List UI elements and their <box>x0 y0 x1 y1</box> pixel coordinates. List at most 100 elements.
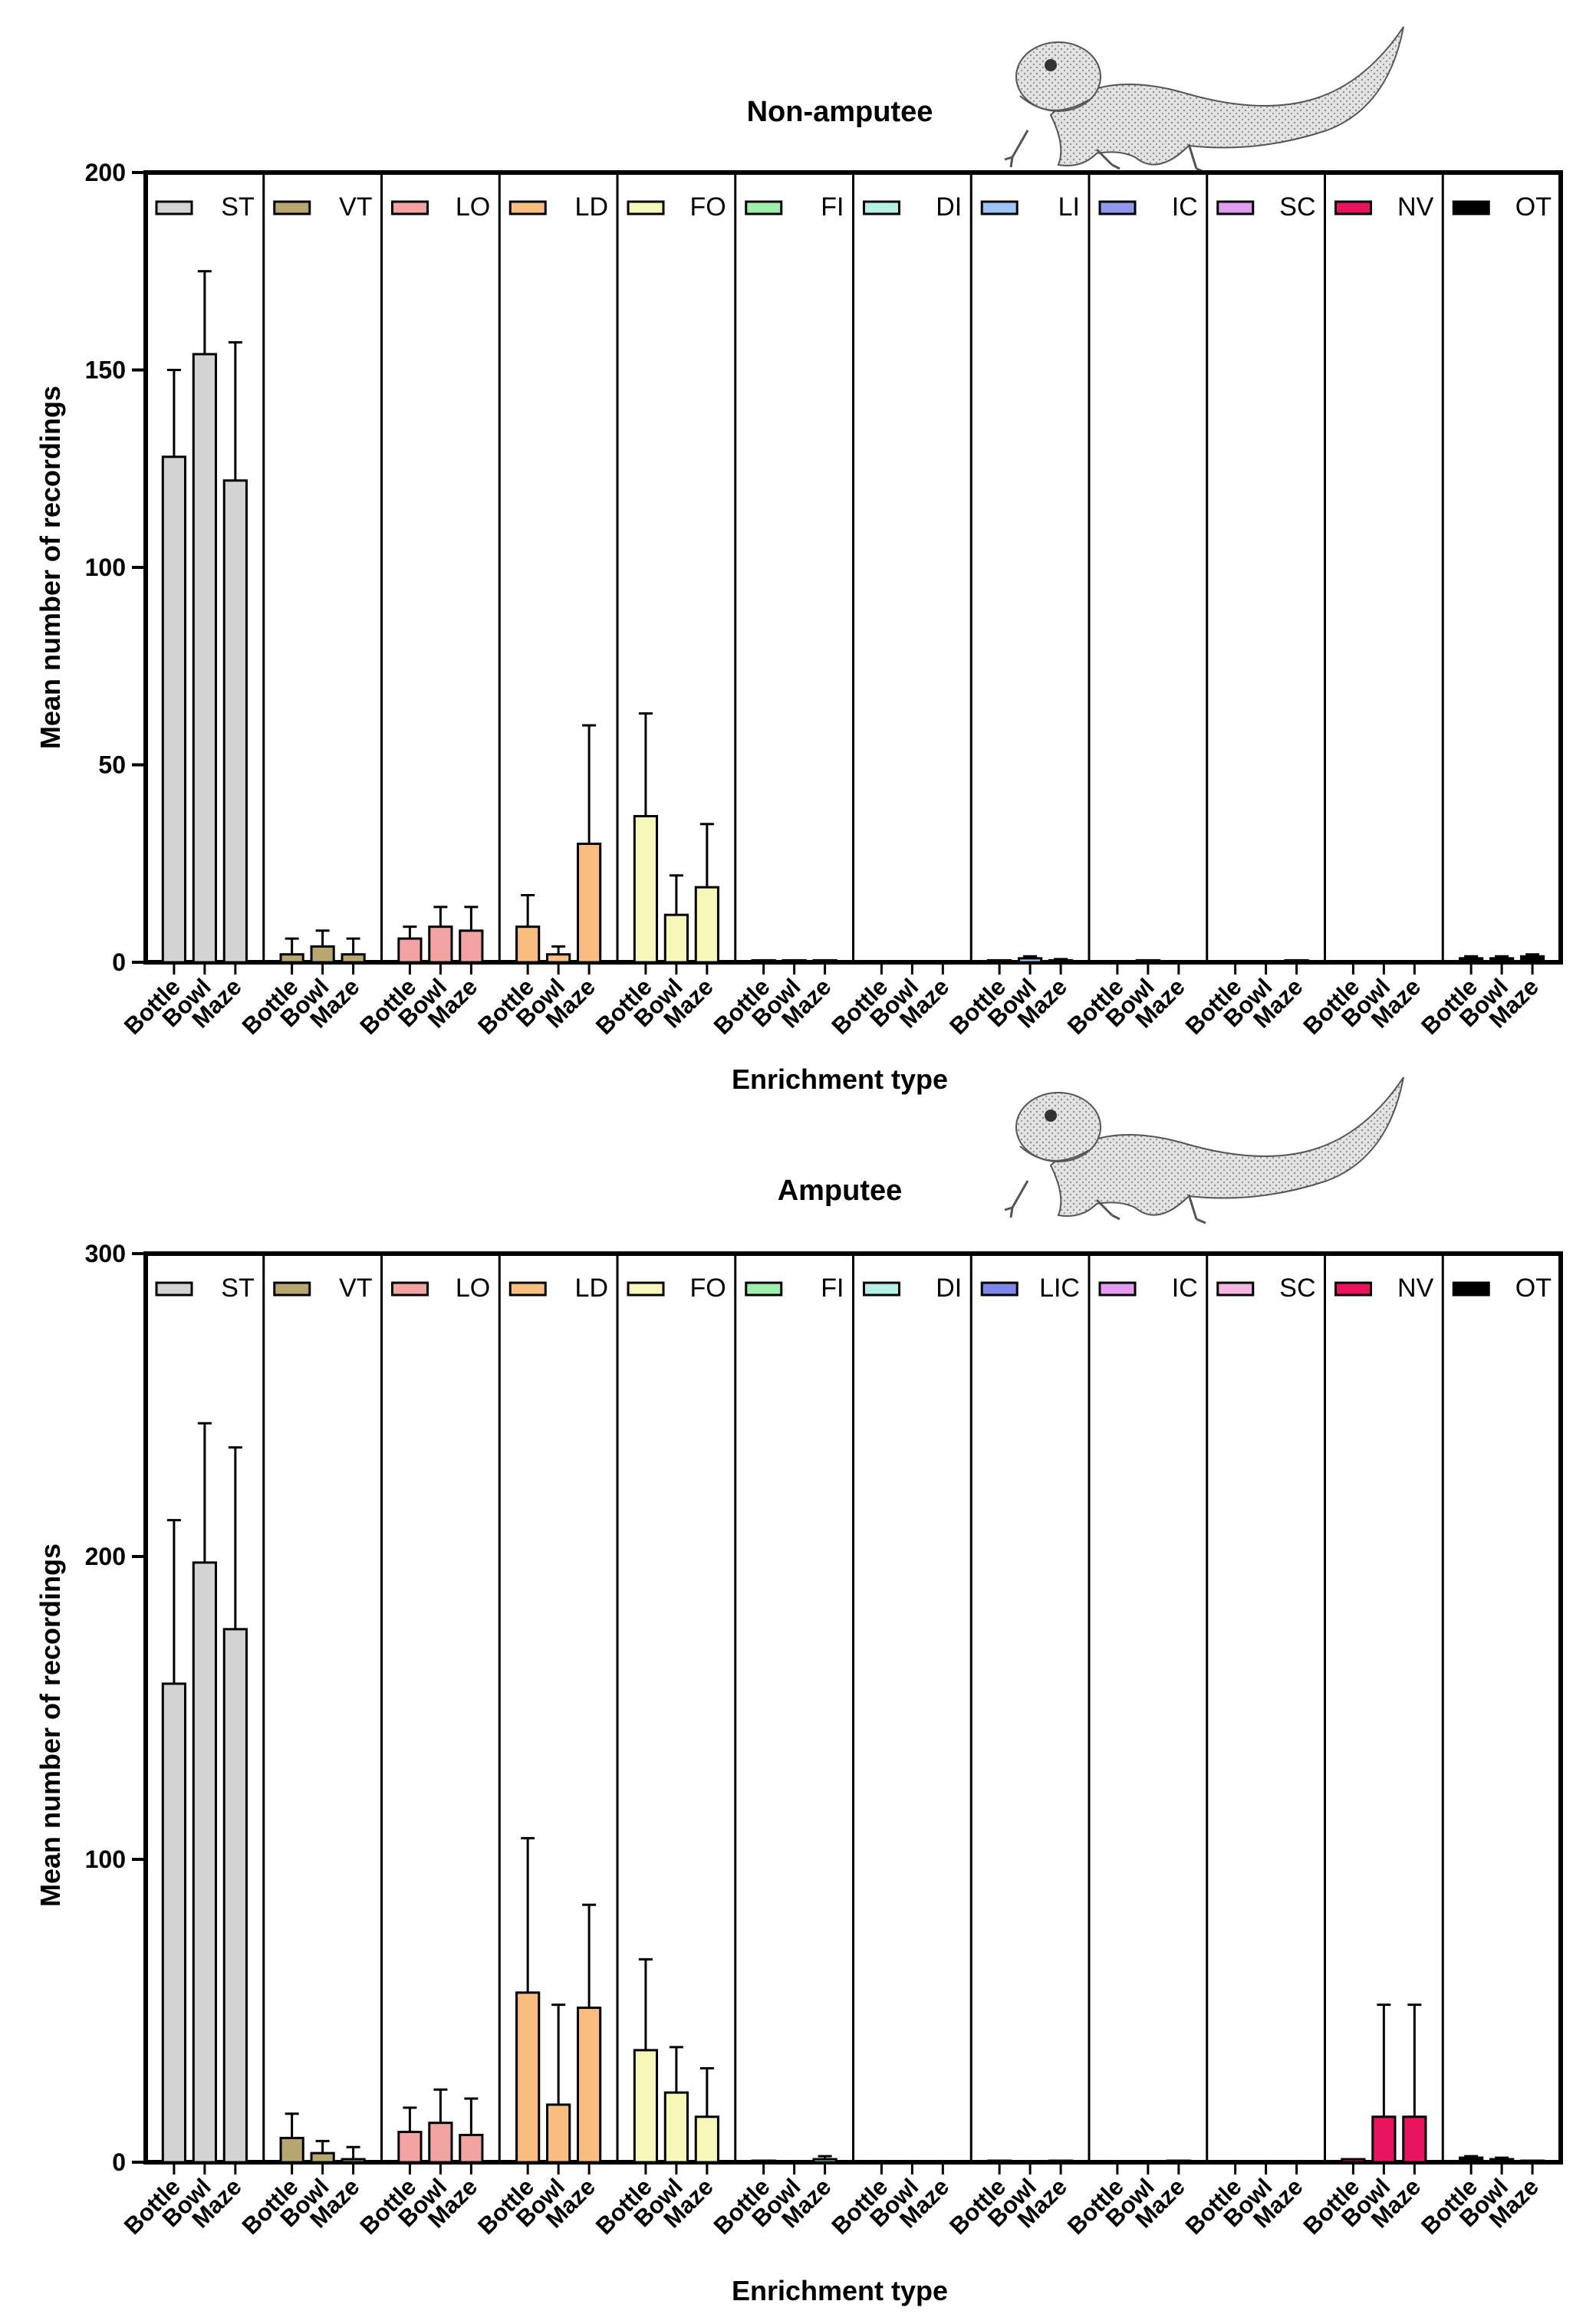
bar-fo-bottle <box>633 2049 659 2164</box>
legend-swatch-sc <box>1216 1281 1255 1297</box>
y-tick-label: 200 <box>85 159 126 186</box>
bar-lic-bowl <box>1018 2160 1043 2164</box>
y-tick-label: 100 <box>85 1846 126 1873</box>
bar-st-bowl <box>192 353 217 964</box>
legend-swatch-ld <box>508 1281 547 1297</box>
legend-swatch-nv <box>1334 1281 1372 1297</box>
legend-swatch-lo <box>391 200 429 215</box>
bar-fi-bottle <box>751 958 776 964</box>
bar-st-maze <box>222 479 248 964</box>
bar-fo-bowl <box>663 2091 689 2164</box>
legend-swatch-fi <box>745 1281 783 1297</box>
bar-ot-bowl <box>1489 957 1515 964</box>
legend-label-sc: SC <box>1279 1274 1315 1303</box>
legend-label-ld: LD <box>575 192 608 222</box>
bar-ld-maze <box>576 843 602 964</box>
bar-ic-bowl <box>1135 958 1160 964</box>
legend-swatch-ld <box>508 200 547 215</box>
legend-swatch-lic <box>980 1281 1018 1297</box>
legend-swatch-ic <box>1098 200 1137 215</box>
legend-swatch-di <box>863 200 900 215</box>
legend-label-ic: IC <box>1172 1274 1198 1303</box>
bar-fi-maze <box>812 958 837 964</box>
legend-swatch-st <box>155 1281 193 1297</box>
legend-label-vt: VT <box>339 1274 372 1303</box>
legend-label-fo: FO <box>690 1274 726 1303</box>
bar-li-bottle <box>987 958 1012 964</box>
bar-ot-maze <box>1519 955 1545 964</box>
bar-li-bowl <box>1018 957 1043 964</box>
bar-lo-bottle <box>397 2131 423 2164</box>
bar-st-bowl <box>192 1561 217 2164</box>
legend-label-ld: LD <box>575 1274 608 1303</box>
bar-fi-bottle <box>751 2159 776 2164</box>
legend-label-lic: LIC <box>1039 1274 1080 1303</box>
bar-lic-maze <box>1048 2159 1074 2164</box>
bar-fi-bowl <box>782 2160 807 2164</box>
bar-fi-bowl <box>782 958 807 964</box>
bearded-dragon-lizard-icon-2 <box>1004 1077 1404 1224</box>
x-axis-label: Enrichment type <box>732 1063 948 1095</box>
legend-label-sc: SC <box>1279 192 1315 222</box>
legend-label-ot: OT <box>1515 192 1552 222</box>
chart-amputee: Amputee Mean number of recordings Enrich… <box>35 1077 1563 2306</box>
legend-swatch-ot <box>1452 200 1490 215</box>
legend-label-li: LI <box>1058 192 1080 222</box>
y-tick-label: 150 <box>85 357 126 384</box>
bar-lo-maze <box>459 929 484 964</box>
bar-fi-maze <box>812 2158 837 2164</box>
bar-ld-bottle <box>515 1991 541 2164</box>
legend-swatch-nv <box>1334 200 1372 215</box>
bar-lo-bowl <box>428 925 453 964</box>
bar-sc-maze <box>1284 958 1309 964</box>
y-tick-label: 0 <box>112 2148 126 2176</box>
bearded-dragon-lizard-icon <box>1004 26 1404 174</box>
legend-swatch-li <box>980 200 1018 215</box>
chart-non-amputee: Non-amputee Mean number of recordings En… <box>35 26 1563 1095</box>
bar-sc-bowl <box>1253 2160 1278 2164</box>
legend-label-vt: VT <box>339 192 372 222</box>
bar-vt-bottle <box>279 2136 304 2164</box>
y-tick-label: 50 <box>98 751 126 779</box>
legend-label-fo: FO <box>690 192 726 222</box>
bar-vt-bowl <box>310 945 335 964</box>
bar-li-maze <box>1048 958 1074 964</box>
legend-label-nv: NV <box>1397 1274 1434 1303</box>
legend-label-di: DI <box>936 1274 962 1303</box>
bar-vt-bottle <box>279 953 304 964</box>
bar-ic-maze <box>1166 2159 1191 2164</box>
chart-title: Non-amputee <box>747 96 933 128</box>
y-axis-label: Mean number of recordings <box>35 1543 66 1907</box>
legend-swatch-ic <box>1098 1281 1137 1297</box>
bar-fo-bottle <box>633 814 659 964</box>
legend-label-st: ST <box>221 192 254 222</box>
bar-vt-bowl <box>310 2151 335 2164</box>
bar-lo-bottle <box>397 937 423 964</box>
legend-label-nv: NV <box>1397 192 1434 222</box>
legend-label-ic: IC <box>1172 192 1198 222</box>
legend-swatch-di <box>863 1281 900 1297</box>
y-tick-label: 100 <box>85 554 126 581</box>
legend-swatch-fi <box>745 200 783 215</box>
bar-fo-maze <box>694 886 719 964</box>
bar-fo-maze <box>694 2115 719 2164</box>
legend-label-di: DI <box>936 192 962 222</box>
lizard-illustration-2 <box>1004 1077 1404 1224</box>
legend-label-fi: FI <box>821 192 844 222</box>
legend-label-ot: OT <box>1515 1274 1552 1303</box>
bar-ot-maze <box>1519 2159 1545 2164</box>
legend-label-lo: LO <box>456 1274 490 1303</box>
bar-ld-maze <box>576 2007 602 2164</box>
lizard-illustration <box>1004 26 1404 174</box>
y-tick-label: 300 <box>85 1240 126 1267</box>
bar-fo-bowl <box>663 913 689 964</box>
bar-lo-maze <box>459 2133 484 2164</box>
bar-di-maze <box>930 2160 956 2164</box>
legend-label-st: ST <box>221 1274 254 1303</box>
bar-nv-bowl <box>1371 2115 1397 2164</box>
y-axis-label: Mean number of recordings <box>35 386 66 749</box>
legend-swatch-ot <box>1452 1281 1490 1297</box>
bar-st-bottle <box>161 455 187 964</box>
legend-label-fi: FI <box>821 1274 844 1303</box>
